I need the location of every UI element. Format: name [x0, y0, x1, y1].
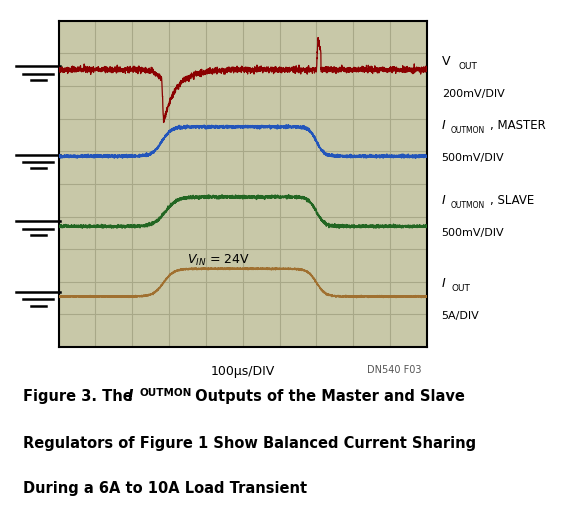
Text: 200mV/DIV: 200mV/DIV — [442, 89, 504, 99]
Text: OUTMON: OUTMON — [451, 202, 486, 210]
Text: OUT: OUT — [451, 284, 470, 293]
Text: I: I — [442, 119, 445, 132]
Text: I: I — [128, 390, 133, 405]
Text: Regulators of Figure 1 Show Balanced Current Sharing: Regulators of Figure 1 Show Balanced Cur… — [23, 436, 477, 451]
Text: $V_{IN}$ = 24V: $V_{IN}$ = 24V — [187, 253, 250, 268]
Text: Outputs of the Master and Slave: Outputs of the Master and Slave — [190, 390, 465, 405]
Text: V: V — [442, 55, 450, 68]
Text: 5A/DIV: 5A/DIV — [442, 311, 480, 321]
Text: 500mV/DIV: 500mV/DIV — [442, 228, 504, 238]
Text: 500mV/DIV: 500mV/DIV — [442, 153, 504, 163]
Text: I: I — [442, 277, 445, 291]
Text: , MASTER: , MASTER — [490, 119, 545, 132]
Text: Figure 3. The: Figure 3. The — [23, 390, 138, 405]
Text: DN540 F03: DN540 F03 — [367, 365, 421, 375]
Text: OUTMON: OUTMON — [139, 388, 192, 398]
Text: I: I — [442, 194, 445, 207]
Text: 100μs/DIV: 100μs/DIV — [211, 365, 275, 378]
Text: OUTMON: OUTMON — [451, 126, 486, 135]
Text: During a 6A to 10A Load Transient: During a 6A to 10A Load Transient — [23, 481, 308, 496]
Text: OUT: OUT — [458, 62, 477, 71]
Text: , SLAVE: , SLAVE — [490, 194, 534, 207]
